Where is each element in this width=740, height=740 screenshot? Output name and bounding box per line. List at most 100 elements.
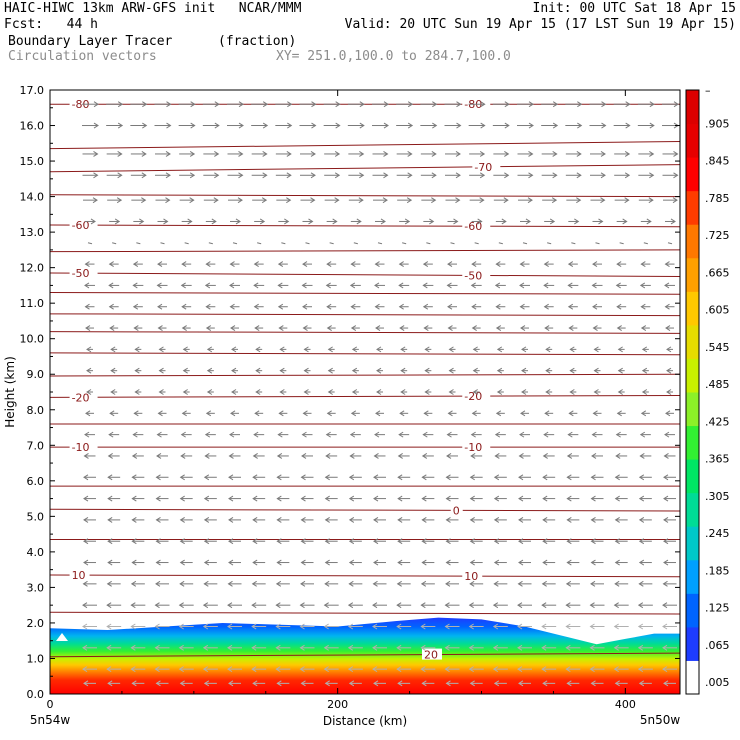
wind-vector-head [374,303,380,310]
wind-vector-head [541,580,547,587]
wind-vector-head [663,538,669,545]
colorbar-swatch [686,593,699,628]
wind-vector-head [600,151,606,157]
wind-vector-head [359,101,365,108]
colorbar-label: .905 [705,117,730,130]
header-line1-right: Init: 00 UTC Sat 18 Apr 15 [532,1,737,16]
wind-vector-head [614,538,620,545]
wind-vector-head [133,410,139,417]
wind-vector-head [431,151,437,157]
wind-vector-head [156,282,162,289]
wind-vector-head [614,580,620,587]
wind-vector-head [180,453,186,459]
colorbar-label: .425 [705,415,730,428]
wind-vector [667,242,673,245]
wind-vector-head [326,325,332,331]
colorbar-swatch [686,626,699,661]
wind-vector-head [663,495,669,502]
wind-vector-head [131,453,138,459]
wind-vector-head [142,122,148,129]
wind-vector-head [351,367,358,374]
wind-vector-head [665,325,671,331]
wind-vector-head [130,623,136,630]
colorbar-label: .785 [705,192,730,205]
wind-vector-head [299,623,305,630]
wind-vector-head [447,261,453,268]
wind-vector-head [637,602,644,609]
wind-vector-head [134,389,140,395]
wind-vector-head [300,538,306,545]
wind-vector [474,242,479,245]
wind-vector-head [302,325,308,331]
wind-vector-head [84,282,90,289]
wind-vector-head [420,602,426,609]
wind-vector-head [569,367,575,374]
terrain-marker [56,633,68,641]
wind-vector-head [205,325,212,331]
wind-vector-head [130,644,136,651]
colorbar-swatch [686,190,699,225]
wind-vector-head [275,623,281,630]
isotherm-label-bg [472,160,501,172]
wind-vector-head [130,666,136,673]
wind-vector-head [590,495,596,502]
wind-vector-head [624,172,631,179]
wind-vector-head [424,389,430,395]
wind-vector-head [254,410,260,417]
wind-vector [619,242,624,245]
wind-vector-head [179,538,185,545]
wind-vector-head [157,410,163,417]
wind-vector-head [398,261,404,268]
wind-vector-head [253,303,259,310]
wind-vector-head [601,122,607,129]
wind-vector-head [230,410,236,417]
wind-vector-head [141,172,147,179]
wind-vector-head [649,151,655,157]
wind-vector-head [238,122,244,129]
wind-vector-head [252,453,258,459]
wind-vector-head [117,172,123,179]
wind-vector-head [424,367,430,374]
wind-vector-head [301,431,307,438]
wind-vector-head [456,122,462,129]
wind-vector-head [300,559,306,566]
wind-vector-head [400,346,406,353]
wind-vector-head [542,474,548,481]
wind-vector-head [206,367,213,374]
wind-vector-head [227,580,233,587]
wind-vector-head [284,218,290,225]
wind-vector-head [93,122,99,129]
y-tick-label: 14.0 [20,191,45,204]
wind-vector-head [130,580,137,587]
wind-vector-head [592,261,598,268]
wind-vector-head [157,303,163,310]
isotherm-label-bg [69,569,90,581]
wind-vector-head [591,431,597,438]
wind-vector-head [640,325,647,331]
isotherm-label-bg [462,220,491,232]
wind-vector-head [277,261,284,268]
wind-vector-head [302,261,308,268]
isotherm-9 [50,331,680,334]
wind-vector-head [276,559,282,566]
wind-vector-head [262,101,269,108]
wind-vector-head [156,431,162,438]
wind-vector-head [359,151,365,157]
wind-vector-head [592,303,598,310]
isotherm-label-bg [462,441,491,453]
wind-vector-head [182,367,188,374]
wind-vector-head [348,516,355,523]
wind-vector-head [576,151,582,157]
wind-vector-head [84,261,90,268]
wind-vector-head [472,346,478,353]
wind-vector-head [299,644,305,651]
wind-vector-head [593,389,599,395]
wind-vector-head [590,538,596,545]
wind-vector-head [275,602,281,609]
wind-vector-head [566,474,572,481]
wind-vector-head [202,623,209,630]
wind-vector-head [649,172,655,179]
wind-vector-head [214,172,220,179]
wind-vector-head [154,623,160,630]
wind-vector-head [327,346,333,353]
